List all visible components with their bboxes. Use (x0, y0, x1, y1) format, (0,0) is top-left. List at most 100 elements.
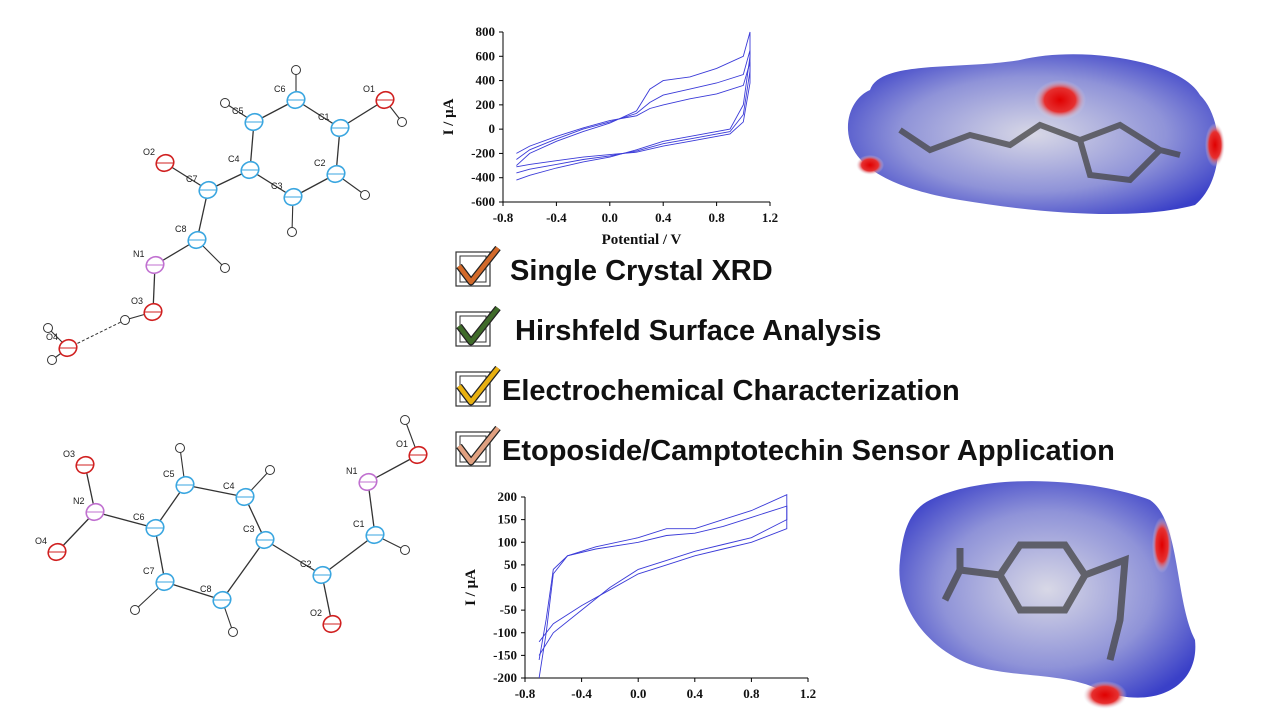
hydrogen (400, 545, 410, 555)
atom-label: C2 (300, 559, 312, 569)
hirshfeld-surface-2 (899, 481, 1196, 709)
hydrogen (287, 227, 297, 237)
checklist: Single Crystal XRD Hirshfeld Surface Anal… (455, 245, 1115, 467)
y-tick-label: -50 (500, 602, 517, 617)
x-tick-label: -0.8 (493, 210, 514, 225)
atom-label: N2 (73, 496, 85, 506)
atom-label: C4 (223, 481, 235, 491)
hydrogen (220, 98, 230, 108)
bond (221, 539, 266, 601)
bond (94, 511, 156, 529)
cv-chart-1: -600 -400 -200 0 200 400 600 800 -0.8 -0.4 0.0 0.4 0… (441, 24, 778, 248)
atom-label: O4 (35, 536, 47, 546)
y-axis-label: I / μA (463, 569, 479, 606)
check-mark (457, 306, 500, 345)
hydrogen (47, 355, 57, 365)
x-tick-label: -0.4 (571, 686, 592, 701)
molecule-2: O3 N2 O4 C6 C5 C7 C4 C3 C8 C2 O2 C1 N1 O1 (35, 415, 428, 637)
checklist-item: Electrochemical Characterization (502, 375, 960, 407)
y-tick-label: 100 (498, 534, 518, 549)
x-tick-label: 1.2 (800, 686, 816, 701)
bond (154, 527, 166, 583)
x-tick-label: -0.4 (546, 210, 567, 225)
x-tick-label: 0.4 (655, 210, 672, 225)
x-tick-label: 0.8 (708, 210, 725, 225)
atom-label: C8 (200, 584, 212, 594)
atom-label: C7 (186, 174, 198, 184)
check-mark (457, 426, 500, 465)
y-tick-label: -200 (471, 145, 495, 160)
y-tick-label: 0 (511, 580, 518, 595)
hydrogen (130, 605, 140, 615)
atom-label: O2 (143, 147, 155, 157)
y-tick-label: -150 (493, 647, 517, 662)
y-axis-label: I / μA (441, 98, 457, 135)
y-tick-label: 600 (476, 48, 496, 63)
check-mark (457, 246, 500, 285)
x-axis-label: Potential / V (602, 232, 682, 248)
y-tick-label: 200 (498, 489, 518, 504)
atom-label: C7 (143, 566, 155, 576)
atom-label: C1 (318, 112, 330, 122)
hydrogen (43, 323, 53, 333)
atom-label: C1 (353, 519, 365, 529)
bond (164, 581, 223, 601)
checklist-item: Hirshfeld Surface Analysis (515, 315, 881, 347)
atom-label: C5 (232, 106, 244, 116)
atom-label: N1 (346, 466, 358, 476)
x-tick-label: 0.8 (743, 686, 760, 701)
cv-curve (516, 62, 751, 168)
atom-label: O1 (363, 84, 375, 94)
atom-label: C8 (175, 224, 187, 234)
x-tick-label: 0.0 (630, 686, 646, 701)
hydrogen (360, 190, 370, 200)
hydrogen (228, 627, 238, 637)
cv-chart-2: -200 -150 -100 -50 0 50 100 150 200 -0.8 -0.4 0.0 0.… (463, 489, 816, 701)
y-tick-label: 400 (476, 73, 496, 88)
atom-label: O3 (63, 449, 75, 459)
atom-label: O4 (46, 332, 58, 342)
hydrogen (291, 65, 301, 75)
x-tick-label: 0.4 (687, 686, 704, 701)
y-tick-label: -600 (471, 194, 495, 209)
bond (264, 539, 323, 576)
hydrogen (265, 465, 275, 475)
hydrogen (220, 263, 230, 273)
y-tick-label: -400 (471, 170, 495, 185)
hydrogen (400, 415, 410, 425)
hydrogen (120, 315, 130, 325)
y-tick-label: 200 (476, 97, 496, 112)
atom-label: N1 (133, 249, 145, 259)
y-tick-label: 0 (489, 121, 496, 136)
x-tick-label: 0.0 (602, 210, 618, 225)
checklist-item: Single Crystal XRD (510, 255, 773, 287)
atom-label: C6 (274, 84, 286, 94)
y-tick-label: -100 (493, 625, 517, 640)
y-tick-label: 150 (498, 512, 518, 527)
atom-label: O2 (310, 608, 322, 618)
atom-label: C3 (243, 524, 255, 534)
y-tick-label: 50 (504, 557, 517, 572)
hirshfeld-surface-1 (847, 54, 1225, 215)
hydrogen (397, 117, 407, 127)
atom-label: C5 (163, 469, 175, 479)
hydrogen-bond (67, 319, 126, 349)
atom-label: C3 (271, 181, 283, 191)
cv-curve (538, 505, 788, 660)
bond (184, 484, 246, 498)
atom-label: C6 (133, 512, 145, 522)
checklist-item: Etoposide/Camptotechin Sensor Applicatio… (502, 435, 1115, 467)
bond (321, 534, 376, 576)
cv-curve (538, 494, 788, 679)
cv-curve (516, 50, 751, 174)
y-tick-label: 800 (476, 24, 496, 39)
atom-label: C4 (228, 154, 240, 164)
x-tick-label: -0.8 (515, 686, 536, 701)
atom-label: C2 (314, 158, 326, 168)
y-tick-label: -200 (493, 670, 517, 685)
hydrogen (175, 443, 185, 453)
x-tick-label: 1.2 (762, 210, 778, 225)
molecule-1: C6 C5 C1 O1 C4 C2 C3 C7 O2 C8 N1 O3 O4 (43, 65, 407, 365)
cv-curve (516, 31, 751, 181)
atom-label: O1 (396, 439, 408, 449)
